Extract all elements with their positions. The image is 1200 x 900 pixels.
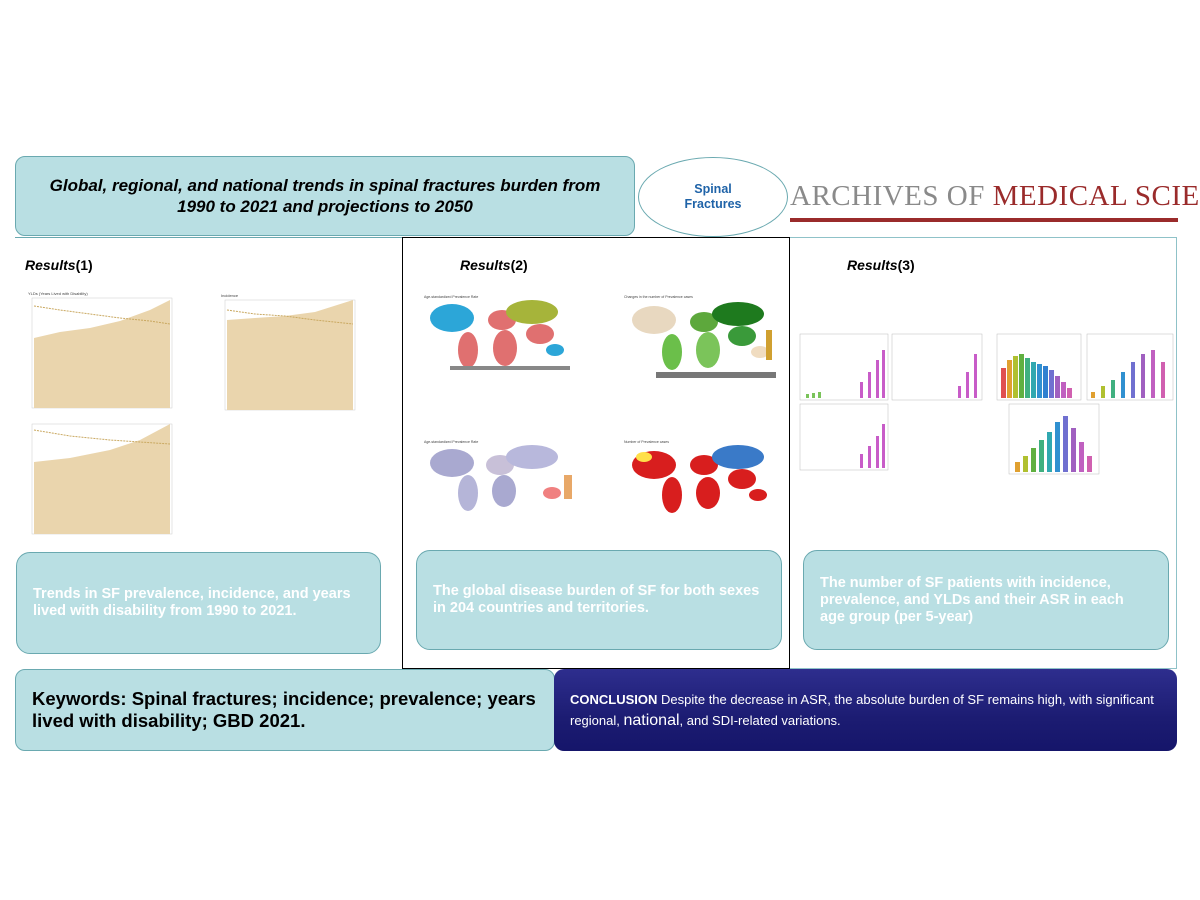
topic-label: Spinal Fractures [684, 182, 742, 211]
ylds-chart-title: YLDs (Years Lived with Disability) [28, 291, 88, 296]
results-3-label: Results(3) [847, 257, 915, 273]
page-title: Global, regional, and national trends in… [49, 176, 601, 216]
results-2-label: Results(2) [460, 257, 528, 273]
results-2-caption: The global disease burden of SF for both… [433, 583, 760, 616]
map-2-title: Changes in the number of Prevalence case… [624, 295, 693, 299]
logo-underline [790, 218, 1178, 222]
results-1-caption-box: Trends in SF prevalence, incidence, and … [16, 552, 381, 654]
results-panel-2 [402, 237, 790, 669]
logo-part1: ARCHIVES OF [790, 180, 993, 212]
age-count-charts [996, 333, 1174, 475]
map-4-title: Number of Prevalence cases [624, 440, 669, 444]
prevalence-trend-chart [31, 423, 173, 535]
ylds-trend-chart: YLDs (Years Lived with Disability) [28, 291, 173, 409]
map-3-title: Age-standardized Prevalence Rate [424, 440, 478, 444]
results-panel-3 [790, 237, 1177, 669]
map-number-prevalence: Number of Prevalence cases [624, 440, 767, 513]
results-2-caption-box: The global disease burden of SF for both… [416, 550, 782, 650]
age-asr-charts [799, 333, 983, 471]
map-asr-prevalence-2: Age-standardized Prevalence Rate [424, 440, 572, 511]
map-change-prevalence: Changes in the number of Prevalence case… [624, 295, 776, 378]
results-3-caption-box: The number of SF patients with incidence… [803, 550, 1169, 650]
logo-part2: MEDICAL SCIENCE [992, 180, 1200, 212]
title-box: Global, regional, and national trends in… [15, 156, 635, 236]
conclusion-box: CONCLUSION Despite the decrease in ASR, … [554, 669, 1177, 751]
results-3-caption: The number of SF patients with incidence… [820, 574, 1124, 625]
incidence-chart-title: Incidence [221, 293, 239, 298]
results-1-label: Results(1) [25, 257, 93, 273]
map-asr-prevalence: Age-standardized Prevalence Rate [424, 295, 570, 370]
journal-logo: ARCHIVES OF MEDICAL SCIENCE [790, 180, 1200, 224]
results-1-caption: Trends in SF prevalence, incidence, and … [33, 586, 351, 619]
conclusion-text: CONCLUSION Despite the decrease in ASR, … [570, 692, 1154, 729]
conclusion-label: CONCLUSION [570, 692, 658, 707]
keywords-box: Keywords: Spinal fractures; incidence; p… [15, 669, 555, 751]
topic-oval: Spinal Fractures [638, 157, 788, 237]
keywords-text: Keywords: Spinal fractures; incidence; p… [32, 688, 536, 731]
map-1-title: Age-standardized Prevalence Rate [424, 295, 478, 299]
results-panel-1 [15, 237, 403, 669]
incidence-trend-chart: Incidence [221, 293, 356, 411]
